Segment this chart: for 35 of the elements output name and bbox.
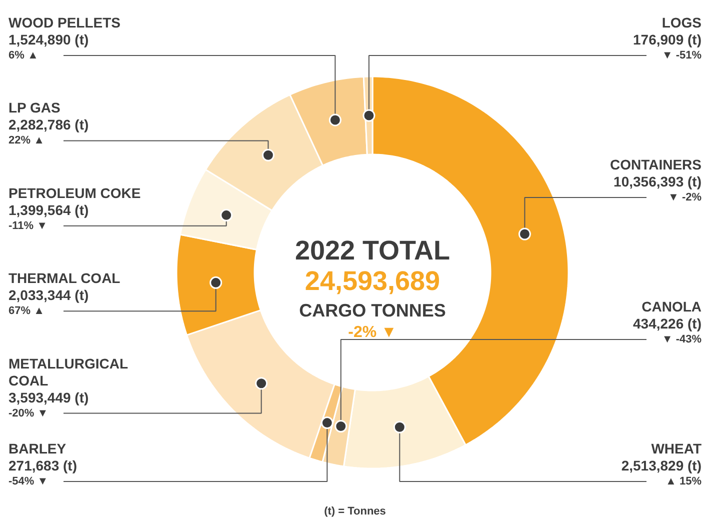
data-label: 2,033,344 (t) [8,287,89,304]
text: (t) = Tonnes [324,506,386,518]
data-label: 2,513,829 (t) [621,458,702,474]
data-label: 1,524,890 (t) [8,32,89,48]
text: -54% ▼ [8,476,48,488]
slice-label: THERMAL COAL [8,270,121,286]
text: ▼ -51% [662,50,702,62]
text: 6% ▲ [8,50,38,62]
text: -20% ▼ [8,407,48,420]
slice-label: LOGS [662,14,702,30]
slice-label: METALLURGICAL COAL [8,355,128,388]
text: -2% ▼ [348,324,397,341]
text: ▲ 15% [666,476,702,488]
data-label: 434,226 (t) [633,316,702,332]
slice-label: CANOLA [642,298,702,314]
text: -11% ▼ [8,220,48,232]
slice-label: WHEAT [651,440,702,456]
slice-label: PETROLEUM COKE [8,184,141,201]
text: 24,593,689 [304,266,440,296]
text: 22% ▲ [8,134,44,147]
text: 67% ▲ [8,305,44,318]
data-label: 3,593,449 (t) [8,389,89,406]
text: ▼ -43% [662,334,702,346]
slice-label: LP GAS [8,100,60,116]
text: ▼ -2% [668,192,702,204]
data-label: 1,399,564 (t) [8,202,89,218]
text: CARGO TONNES [299,300,446,320]
slice-label: WOOD PELLETS [8,14,120,30]
data-label: 271,683 (t) [8,458,77,474]
slice-label: BARLEY [8,440,67,456]
data-label: 10,356,393 (t) [614,174,702,190]
text: 2022 TOTAL [294,236,450,266]
slice-label: CONTAINERS [610,156,702,172]
data-label: 2,282,786 (t) [8,116,89,133]
data-label: 176,909 (t) [633,32,702,48]
